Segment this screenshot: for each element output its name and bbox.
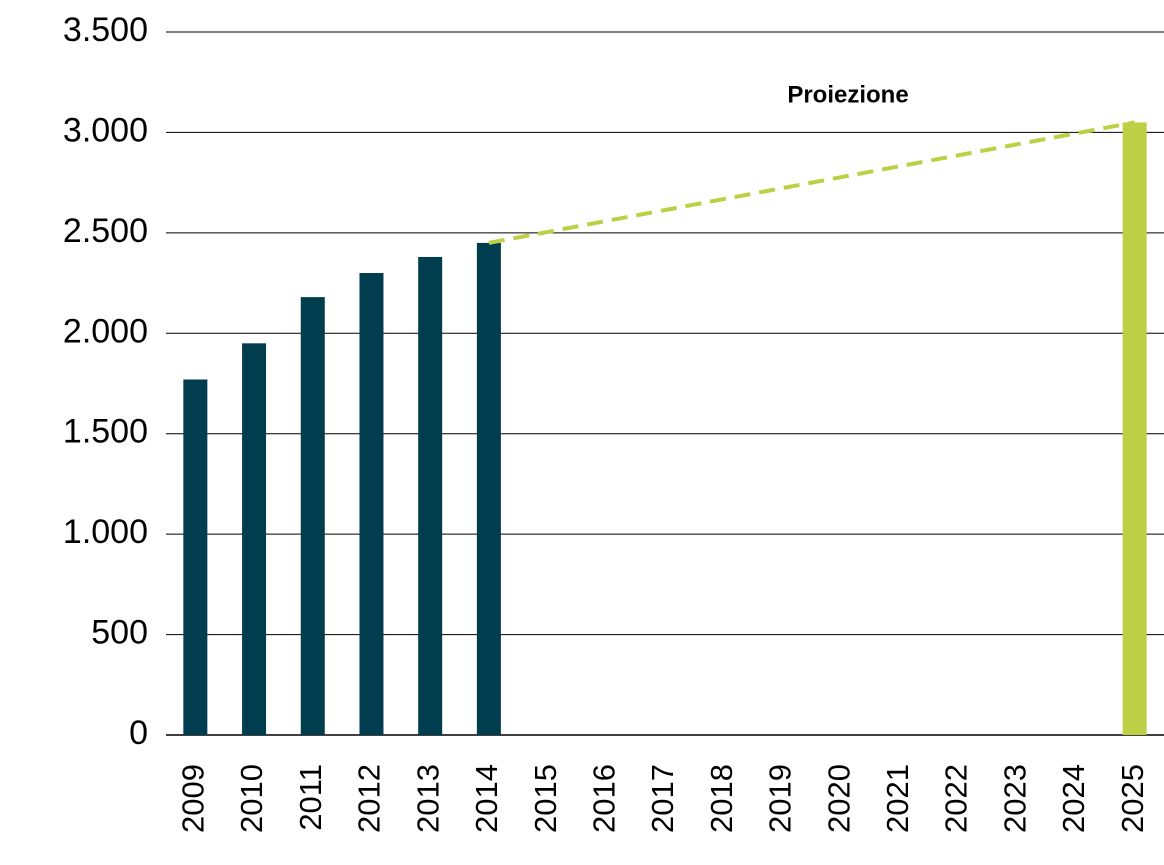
bar [242, 343, 267, 735]
x-tick-label: 2021 [880, 764, 915, 833]
bar [300, 297, 325, 735]
annotation: Proiezione [787, 81, 908, 108]
bar [183, 379, 208, 735]
x-tick-label: 2012 [352, 764, 387, 833]
y-tick-label: 2.000 [63, 312, 148, 350]
y-tick-label: 1.500 [63, 413, 148, 451]
y-tick-label: 3.000 [63, 111, 148, 149]
y-tick-label: 1.000 [63, 513, 148, 551]
x-tick-label: 2009 [176, 764, 211, 833]
x-tick-label: 2016 [586, 764, 621, 833]
x-tick-label: 2018 [704, 764, 739, 833]
x-tick-label: 2014 [469, 764, 504, 833]
bar [418, 256, 443, 735]
y-tick-label: 0 [129, 714, 148, 752]
bar [476, 242, 501, 735]
trend-line [488, 120, 1136, 245]
x-tick-label: 2011 [293, 764, 328, 831]
x-tick-label: 2010 [234, 764, 269, 833]
x-tick-label: 2024 [1056, 764, 1091, 833]
x-tick-label: 2013 [410, 764, 445, 833]
x-tick-label: 2020 [821, 764, 856, 833]
y-tick-label: 500 [91, 614, 148, 652]
x-tick-label: 2022 [939, 764, 974, 833]
bar [359, 273, 384, 735]
x-tick-label: 2015 [528, 764, 563, 833]
x-tick-label: 2025 [1115, 764, 1150, 833]
x-tick-label: 2023 [997, 764, 1032, 833]
x-tick-label: 2017 [645, 764, 680, 833]
y-tick-label: 2.500 [63, 212, 148, 250]
bar [1122, 122, 1147, 735]
x-tick-label: 2019 [763, 764, 798, 833]
y-tick-label: 3.500 [63, 11, 148, 49]
